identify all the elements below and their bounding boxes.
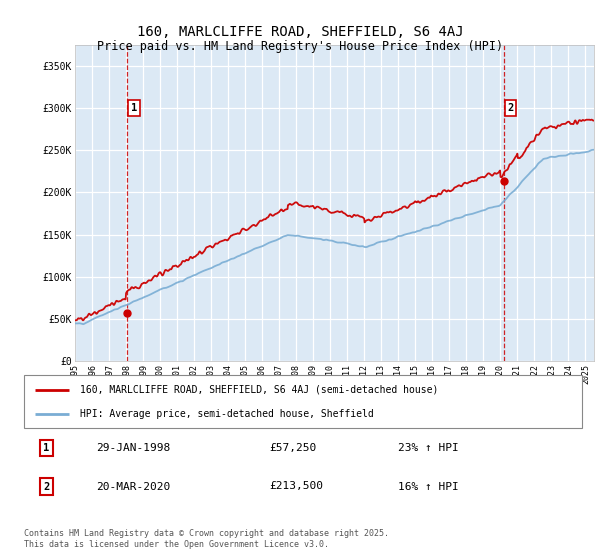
Text: 1: 1 (131, 103, 137, 113)
Text: £57,250: £57,250 (269, 443, 317, 453)
Text: 16% ↑ HPI: 16% ↑ HPI (398, 482, 458, 492)
FancyBboxPatch shape (24, 375, 582, 428)
Text: 160, MARLCLIFFE ROAD, SHEFFIELD, S6 4AJ: 160, MARLCLIFFE ROAD, SHEFFIELD, S6 4AJ (137, 25, 463, 39)
Text: Price paid vs. HM Land Registry's House Price Index (HPI): Price paid vs. HM Land Registry's House … (97, 40, 503, 53)
Text: 1: 1 (43, 443, 49, 453)
Text: 2: 2 (43, 482, 49, 492)
Text: 2: 2 (508, 103, 514, 113)
Text: £213,500: £213,500 (269, 482, 323, 492)
Text: 20-MAR-2020: 20-MAR-2020 (97, 482, 171, 492)
Text: HPI: Average price, semi-detached house, Sheffield: HPI: Average price, semi-detached house,… (80, 409, 374, 419)
Text: 29-JAN-1998: 29-JAN-1998 (97, 443, 171, 453)
Text: 23% ↑ HPI: 23% ↑ HPI (398, 443, 458, 453)
Text: 160, MARLCLIFFE ROAD, SHEFFIELD, S6 4AJ (semi-detached house): 160, MARLCLIFFE ROAD, SHEFFIELD, S6 4AJ … (80, 385, 438, 395)
Text: Contains HM Land Registry data © Crown copyright and database right 2025.
This d: Contains HM Land Registry data © Crown c… (24, 529, 389, 549)
